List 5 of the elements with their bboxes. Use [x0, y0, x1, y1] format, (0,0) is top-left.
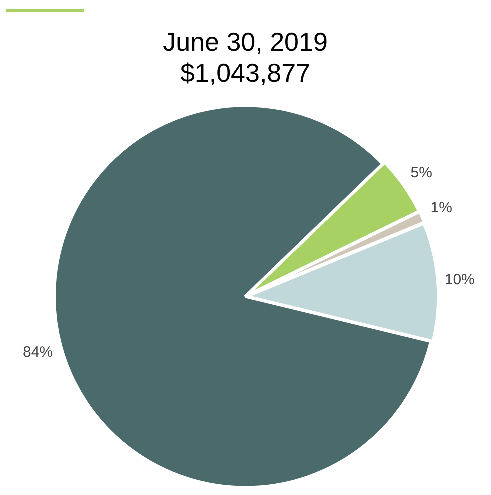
data-label: 10% [444, 271, 475, 288]
chart-title: June 30, 2019 $1,043,877 [163, 26, 328, 88]
data-label: 5% [410, 164, 432, 182]
data-label: 1% [430, 200, 452, 217]
data-label: 84% [23, 344, 54, 362]
